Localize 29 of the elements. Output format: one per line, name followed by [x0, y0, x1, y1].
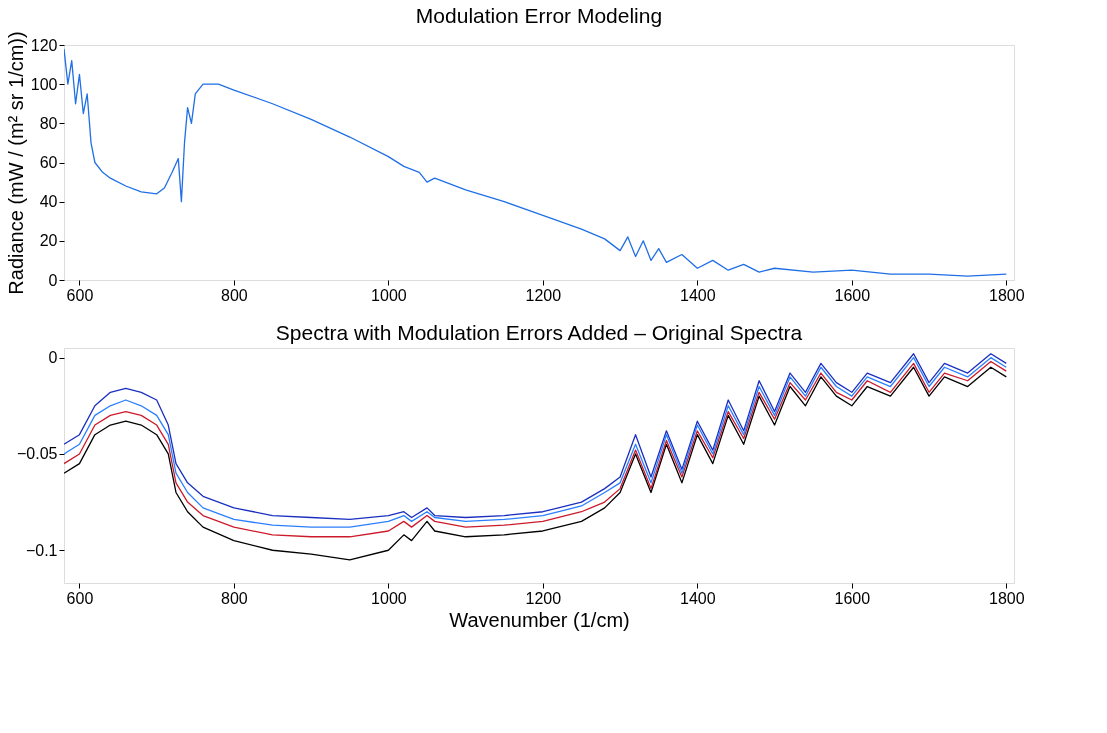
- y-tick-label: −0.1: [25, 541, 58, 559]
- x-tick-label: 1400: [680, 589, 716, 607]
- y-tick-label: 120: [30, 36, 58, 54]
- y-tick-label: −0.05: [17, 445, 58, 463]
- x-tick-label: 1600: [834, 589, 871, 607]
- y-tick-label: 80: [39, 114, 58, 132]
- x-tick-label: 1400: [680, 286, 716, 304]
- x-tick-label: 600: [66, 286, 94, 304]
- line-series: [64, 48, 1007, 277]
- x-tick-label: 1000: [371, 589, 407, 607]
- x-tick-label: 1200: [525, 286, 562, 304]
- x-tick-label: 800: [221, 286, 248, 304]
- y-tick-label: 40: [39, 193, 58, 211]
- y-tick-label: 20: [39, 232, 58, 250]
- y-tick-label: 0: [48, 349, 58, 367]
- x-tick-label: 1000: [371, 286, 407, 304]
- y-tick-label: 0: [48, 271, 58, 289]
- x-tick-label: 1800: [988, 589, 1025, 607]
- chart-title: Spectra with Modulation Errors Added – Original Spectra: [275, 321, 803, 344]
- x-tick-label: 600: [66, 589, 94, 607]
- x-tick-label: 1200: [525, 589, 562, 607]
- y-tick-label: 60: [39, 154, 58, 171]
- x-tick-label: 800: [221, 589, 248, 607]
- chart-title: Modulation Error Modeling: [415, 3, 663, 27]
- x-tick-label: 1600: [834, 286, 871, 304]
- y-tick-label: 100: [30, 75, 58, 93]
- y-axis-title: Radiance (mW / (m² sr 1/cm)): [4, 31, 27, 295]
- x-axis-title: Wavenumber (1/cm): [449, 608, 630, 631]
- x-tick-label: 1800: [988, 286, 1025, 304]
